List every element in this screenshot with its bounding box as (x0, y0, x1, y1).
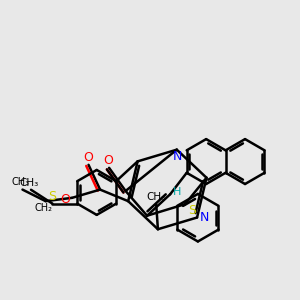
Text: CH₃: CH₃ (20, 178, 39, 188)
Text: N: N (200, 211, 209, 224)
Text: S: S (188, 204, 196, 217)
Text: CH₃: CH₃ (147, 192, 166, 202)
Text: O: O (60, 193, 70, 206)
Text: H: H (173, 187, 181, 196)
Text: CH₃: CH₃ (12, 177, 30, 187)
Text: S: S (48, 190, 56, 203)
Text: N: N (173, 150, 182, 164)
Text: O: O (103, 154, 113, 167)
Text: CH₂: CH₂ (35, 203, 53, 213)
Text: O: O (84, 151, 94, 164)
